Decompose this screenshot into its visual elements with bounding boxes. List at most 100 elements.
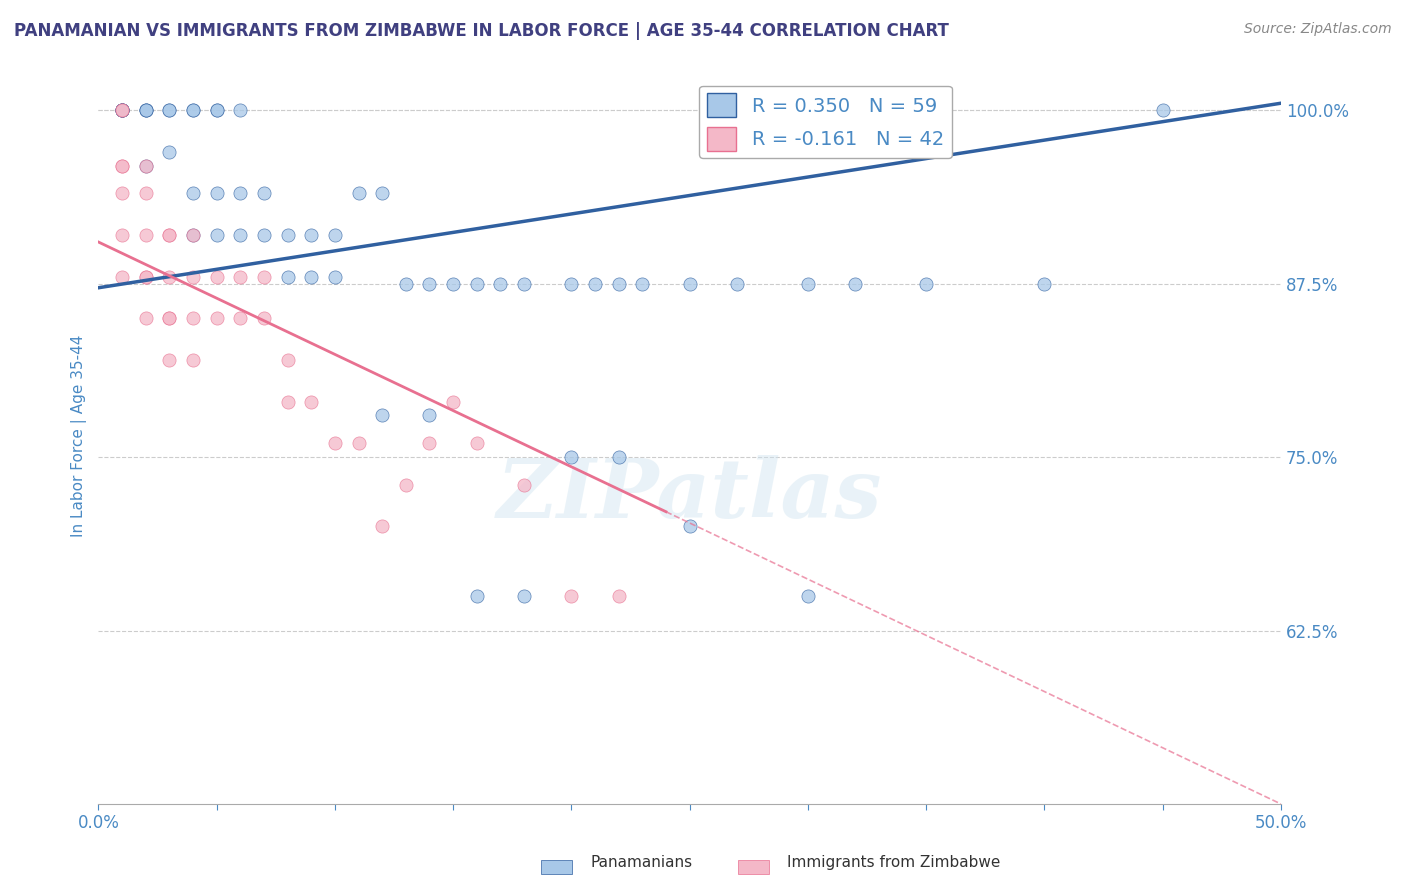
Point xyxy=(157,311,180,326)
Point xyxy=(181,311,204,326)
Point xyxy=(371,409,394,423)
Point xyxy=(253,311,276,326)
Point xyxy=(1152,103,1174,117)
Point xyxy=(229,227,252,242)
Point xyxy=(418,436,440,450)
Point xyxy=(157,311,180,326)
Point xyxy=(915,277,938,291)
Point xyxy=(135,227,157,242)
Point xyxy=(395,277,418,291)
Point xyxy=(111,269,134,284)
Point xyxy=(277,394,299,409)
Point xyxy=(135,311,157,326)
Point xyxy=(205,227,228,242)
Point xyxy=(253,269,276,284)
Point xyxy=(277,353,299,368)
Point xyxy=(607,450,630,464)
Point xyxy=(135,269,157,284)
Point xyxy=(583,277,606,291)
Point xyxy=(111,103,134,117)
Point xyxy=(229,269,252,284)
Point xyxy=(299,394,322,409)
Point xyxy=(607,589,630,603)
Text: ZIPatlas: ZIPatlas xyxy=(496,455,883,535)
Point xyxy=(299,269,322,284)
Legend: R = 0.350   N = 59, R = -0.161   N = 42: R = 0.350 N = 59, R = -0.161 N = 42 xyxy=(699,86,952,158)
Point xyxy=(277,269,299,284)
Point xyxy=(135,103,157,117)
Point xyxy=(607,277,630,291)
Point xyxy=(277,227,299,242)
Point xyxy=(253,186,276,201)
Point xyxy=(181,186,204,201)
Point xyxy=(229,103,252,117)
Point xyxy=(725,277,748,291)
Y-axis label: In Labor Force | Age 35-44: In Labor Force | Age 35-44 xyxy=(72,335,87,538)
Point xyxy=(395,478,418,492)
Point xyxy=(181,269,204,284)
Point xyxy=(157,103,180,117)
Point xyxy=(205,186,228,201)
Point xyxy=(157,145,180,159)
Point xyxy=(465,436,488,450)
Point xyxy=(157,227,180,242)
Point xyxy=(205,103,228,117)
Point xyxy=(465,589,488,603)
Point xyxy=(513,589,536,603)
Point xyxy=(513,478,536,492)
Point xyxy=(111,159,134,173)
Point xyxy=(157,269,180,284)
Point xyxy=(181,227,204,242)
Point xyxy=(135,159,157,173)
Point xyxy=(323,227,346,242)
Point xyxy=(371,186,394,201)
Point xyxy=(135,103,157,117)
Point xyxy=(181,103,204,117)
Point xyxy=(229,311,252,326)
Point xyxy=(205,269,228,284)
Point xyxy=(111,186,134,201)
Point xyxy=(513,277,536,291)
Point xyxy=(157,227,180,242)
Point xyxy=(111,159,134,173)
Point xyxy=(181,103,204,117)
Point xyxy=(560,277,582,291)
Point xyxy=(157,103,180,117)
Point xyxy=(797,277,820,291)
Point xyxy=(205,103,228,117)
Text: Panamanians: Panamanians xyxy=(591,855,693,870)
Point xyxy=(111,103,134,117)
Point xyxy=(844,277,866,291)
Point xyxy=(323,269,346,284)
Point xyxy=(560,589,582,603)
Point xyxy=(441,394,464,409)
Point xyxy=(299,227,322,242)
Point xyxy=(418,409,440,423)
Point xyxy=(560,450,582,464)
Point xyxy=(679,519,702,533)
Point xyxy=(111,103,134,117)
Point xyxy=(111,103,134,117)
Point xyxy=(205,311,228,326)
Point xyxy=(135,186,157,201)
Point xyxy=(111,103,134,117)
Point xyxy=(631,277,654,291)
Point xyxy=(111,103,134,117)
Text: Immigrants from Zimbabwe: Immigrants from Zimbabwe xyxy=(787,855,1001,870)
Point xyxy=(135,103,157,117)
Point xyxy=(253,227,276,242)
Point xyxy=(441,277,464,291)
Text: Source: ZipAtlas.com: Source: ZipAtlas.com xyxy=(1244,22,1392,37)
Point xyxy=(323,436,346,450)
Point xyxy=(135,159,157,173)
Point xyxy=(679,277,702,291)
Point xyxy=(111,103,134,117)
Point xyxy=(111,227,134,242)
Text: PANAMANIAN VS IMMIGRANTS FROM ZIMBABWE IN LABOR FORCE | AGE 35-44 CORRELATION CH: PANAMANIAN VS IMMIGRANTS FROM ZIMBABWE I… xyxy=(14,22,949,40)
Point xyxy=(347,186,370,201)
Point xyxy=(135,269,157,284)
Point xyxy=(465,277,488,291)
Point xyxy=(489,277,512,291)
Point xyxy=(418,277,440,291)
Point xyxy=(181,227,204,242)
